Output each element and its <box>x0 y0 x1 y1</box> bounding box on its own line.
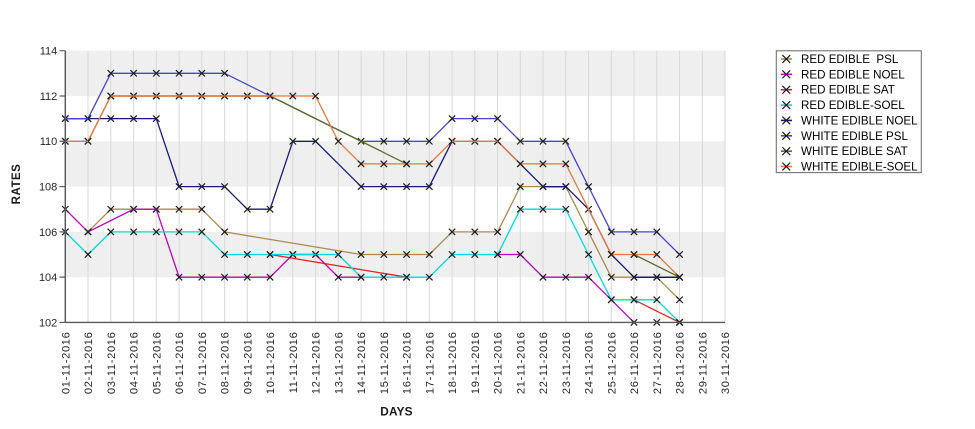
svg-text:16-11-2016: 16-11-2016 <box>402 332 414 395</box>
svg-text:09-11-2016: 09-11-2016 <box>242 332 254 395</box>
svg-text:30-11-2016: 30-11-2016 <box>720 332 732 395</box>
svg-text:WHITE EDIBLE NOEL: WHITE EDIBLE NOEL <box>801 114 918 127</box>
svg-text:RATES: RATES <box>11 164 23 205</box>
svg-text:29-11-2016: 29-11-2016 <box>697 332 709 395</box>
svg-text:17-11-2016: 17-11-2016 <box>424 332 436 395</box>
svg-text:WHITE EDIBLE SAT: WHITE EDIBLE SAT <box>801 145 908 158</box>
svg-text:DAYS: DAYS <box>380 405 413 419</box>
svg-text:20-11-2016: 20-11-2016 <box>493 331 505 394</box>
svg-text:28-11-2016: 28-11-2016 <box>675 332 687 395</box>
svg-text:23-11-2016: 23-11-2016 <box>561 332 573 395</box>
svg-text:12-11-2016: 12-11-2016 <box>311 332 323 395</box>
svg-text:15-11-2016: 15-11-2016 <box>379 332 391 395</box>
svg-text:14-11-2016: 14-11-2016 <box>356 332 368 395</box>
svg-text:112: 112 <box>40 91 58 103</box>
svg-text:24-11-2016: 24-11-2016 <box>584 332 596 395</box>
svg-text:18-11-2016: 18-11-2016 <box>447 331 459 394</box>
svg-text:27-11-2016: 27-11-2016 <box>652 332 664 395</box>
svg-text:25-11-2016: 25-11-2016 <box>606 332 618 395</box>
svg-text:RED EDIBLE NOEL: RED EDIBLE NOEL <box>801 68 905 81</box>
svg-text:106: 106 <box>39 227 57 239</box>
svg-text:19-11-2016: 19-11-2016 <box>470 332 482 395</box>
svg-text:07-11-2016: 07-11-2016 <box>197 332 209 395</box>
svg-text:114: 114 <box>40 46 58 58</box>
svg-text:WHITE EDIBLE PSL: WHITE EDIBLE PSL <box>801 130 908 143</box>
svg-text:WHITE EDIBLE-SOEL: WHITE EDIBLE-SOEL <box>801 161 918 174</box>
svg-text:108: 108 <box>39 181 57 193</box>
svg-text:110: 110 <box>40 136 58 148</box>
svg-text:11-11-2016: 11-11-2016 <box>288 332 300 394</box>
svg-text:21-11-2016: 21-11-2016 <box>515 332 527 395</box>
svg-text:13-11-2016: 13-11-2016 <box>333 332 345 395</box>
svg-text:RED EDIBLE SAT: RED EDIBLE SAT <box>801 84 895 97</box>
svg-text:02-11-2016: 02-11-2016 <box>83 332 95 395</box>
svg-text:22-11-2016: 22-11-2016 <box>538 332 550 395</box>
svg-text:06-11-2016: 06-11-2016 <box>174 332 186 395</box>
svg-text:102: 102 <box>39 317 57 329</box>
svg-text:26-11-2016: 26-11-2016 <box>629 332 641 395</box>
svg-text:08-11-2016: 08-11-2016 <box>220 332 232 395</box>
svg-text:05-11-2016: 05-11-2016 <box>151 332 163 395</box>
svg-text:04-11-2016: 04-11-2016 <box>129 332 141 395</box>
svg-text:03-11-2016: 03-11-2016 <box>106 332 118 395</box>
svg-text:01-11-2016: 01-11-2016 <box>60 332 72 395</box>
svg-text:10-11-2016: 10-11-2016 <box>265 332 277 395</box>
svg-text:RED EDIBLE PSL: RED EDIBLE PSL <box>801 53 899 66</box>
svg-text:104: 104 <box>39 272 57 284</box>
svg-text:RED EDIBLE-SOEL: RED EDIBLE-SOEL <box>801 99 905 112</box>
